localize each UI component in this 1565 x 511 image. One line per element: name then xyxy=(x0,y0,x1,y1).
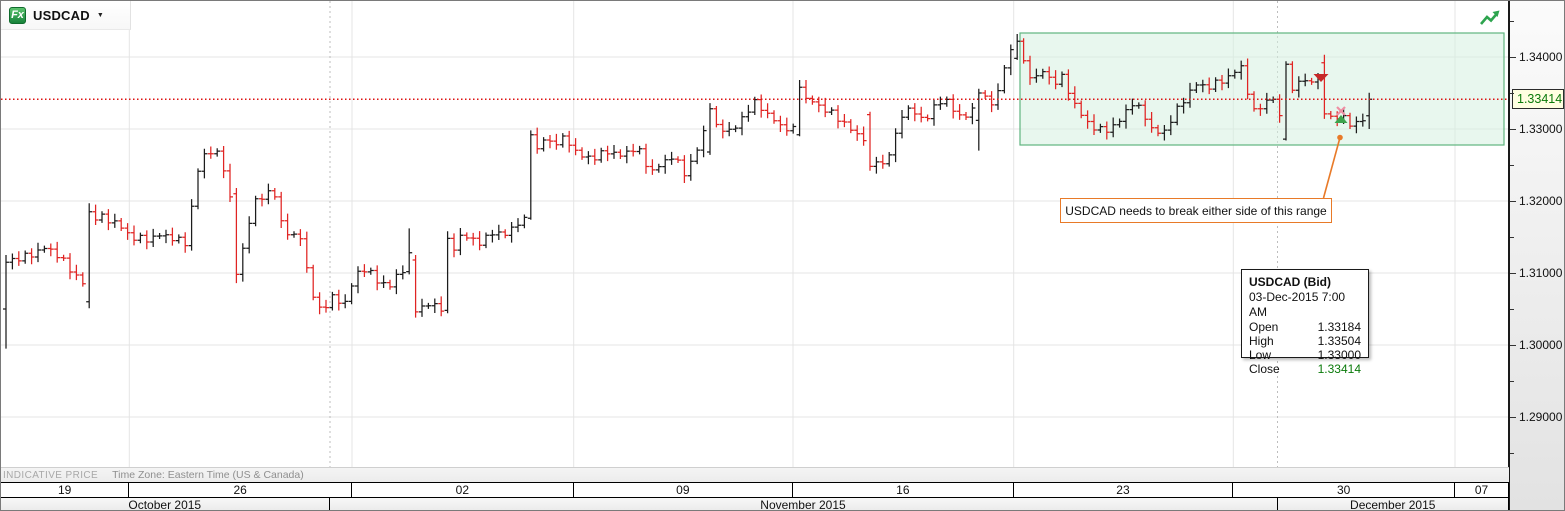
month-cell: December 2015 xyxy=(1278,498,1509,510)
price-minor-tick xyxy=(1510,453,1514,454)
callout-anchor-dot[interactable] xyxy=(1337,134,1343,141)
tooltip-low-row: Low 1.33000 xyxy=(1249,348,1361,362)
axis-separator xyxy=(1508,1,1510,510)
tooltip-high-row: High 1.33504 xyxy=(1249,334,1361,348)
chart-canvas[interactable] xyxy=(1,1,1509,467)
month-cell: November 2015 xyxy=(330,498,1278,510)
price-tick xyxy=(1510,273,1516,274)
month-row: October 2015 November 2015 December 2015 xyxy=(1,498,1509,510)
price-minor-tick xyxy=(1510,309,1514,310)
date-cell: 16 xyxy=(793,483,1014,497)
price-tick xyxy=(1510,129,1516,130)
month-cell: October 2015 xyxy=(1,498,330,510)
trend-arrow-icon[interactable] xyxy=(1478,6,1504,32)
date-cell: 30 xyxy=(1233,483,1455,497)
buy-triangle-icon[interactable] xyxy=(1334,115,1348,123)
range-box[interactable] xyxy=(1019,32,1505,146)
date-cell: 23 xyxy=(1014,483,1234,497)
price-axis-label: 1.32000 xyxy=(1519,194,1563,208)
chevron-down-icon[interactable]: ▼ xyxy=(96,11,104,19)
price-minor-tick xyxy=(1510,93,1514,94)
symbol-selector[interactable]: Fx USDCAD ▼ xyxy=(1,1,131,30)
down-bars xyxy=(15,38,1353,318)
callout-line[interactable] xyxy=(1322,137,1341,199)
date-cell: 26 xyxy=(129,483,352,497)
price-tick xyxy=(1510,345,1516,346)
price-axis-label: 1.30000 xyxy=(1519,338,1563,352)
annotation-text: USDCAD needs to break either side of thi… xyxy=(1065,203,1327,218)
symbol-label: USDCAD xyxy=(33,7,90,23)
fx-icon: Fx xyxy=(9,6,26,24)
price-tick xyxy=(1510,417,1516,418)
tooltip-datetime: 03-Dec-2015 7:00 AM xyxy=(1249,290,1346,319)
current-price-tag: 1.33414 xyxy=(1512,89,1564,110)
time-axis: INDICATIVE PRICE Time Zone: Eastern Time… xyxy=(1,467,1509,510)
ohlc-tooltip: USDCAD (Bid) 03-Dec-2015 7:00 AM Open 1.3… xyxy=(1241,269,1369,376)
trade-cross-icon[interactable] xyxy=(1336,106,1346,116)
date-row: 19 26 02 09 16 23 30 07 xyxy=(1,482,1509,498)
date-cell: 02 xyxy=(352,483,574,497)
date-cell: 09 xyxy=(574,483,793,497)
timezone-label: Time Zone: Eastern Time (US & Canada) xyxy=(112,469,304,481)
price-axis-label: 1.31000 xyxy=(1519,266,1563,280)
tooltip-close-row: Close 1.33414 xyxy=(1249,362,1361,376)
price-minor-tick xyxy=(1510,21,1514,22)
price-minor-tick xyxy=(1510,237,1514,238)
date-cell: 07 xyxy=(1455,483,1509,497)
price-tick xyxy=(1510,201,1516,202)
up-bars xyxy=(3,34,1373,349)
price-axis-label: 1.34000 xyxy=(1519,50,1563,64)
sell-triangle-icon[interactable] xyxy=(1313,74,1329,82)
indicative-price-label: INDICATIVE PRICE xyxy=(3,469,99,481)
price-axis[interactable]: 1.33414 1.34000 1.33000 1.32000 1.31000 1.30… xyxy=(1510,1,1564,510)
price-axis-label: 1.29000 xyxy=(1519,410,1563,424)
price-chart[interactable]: USDCAD needs to break either side of thi… xyxy=(1,1,1509,467)
tooltip-title: USDCAD (Bid) xyxy=(1249,275,1331,289)
price-tick xyxy=(1510,57,1516,58)
date-cell: 19 xyxy=(1,483,130,497)
status-strip: INDICATIVE PRICE Time Zone: Eastern Time… xyxy=(1,467,1509,482)
tooltip-open-row: Open 1.33184 xyxy=(1249,320,1361,334)
price-minor-tick xyxy=(1510,165,1514,166)
price-axis-label: 1.33000 xyxy=(1519,122,1563,136)
annotation-box[interactable]: USDCAD needs to break either side of thi… xyxy=(1060,198,1332,223)
price-minor-tick xyxy=(1510,381,1514,382)
